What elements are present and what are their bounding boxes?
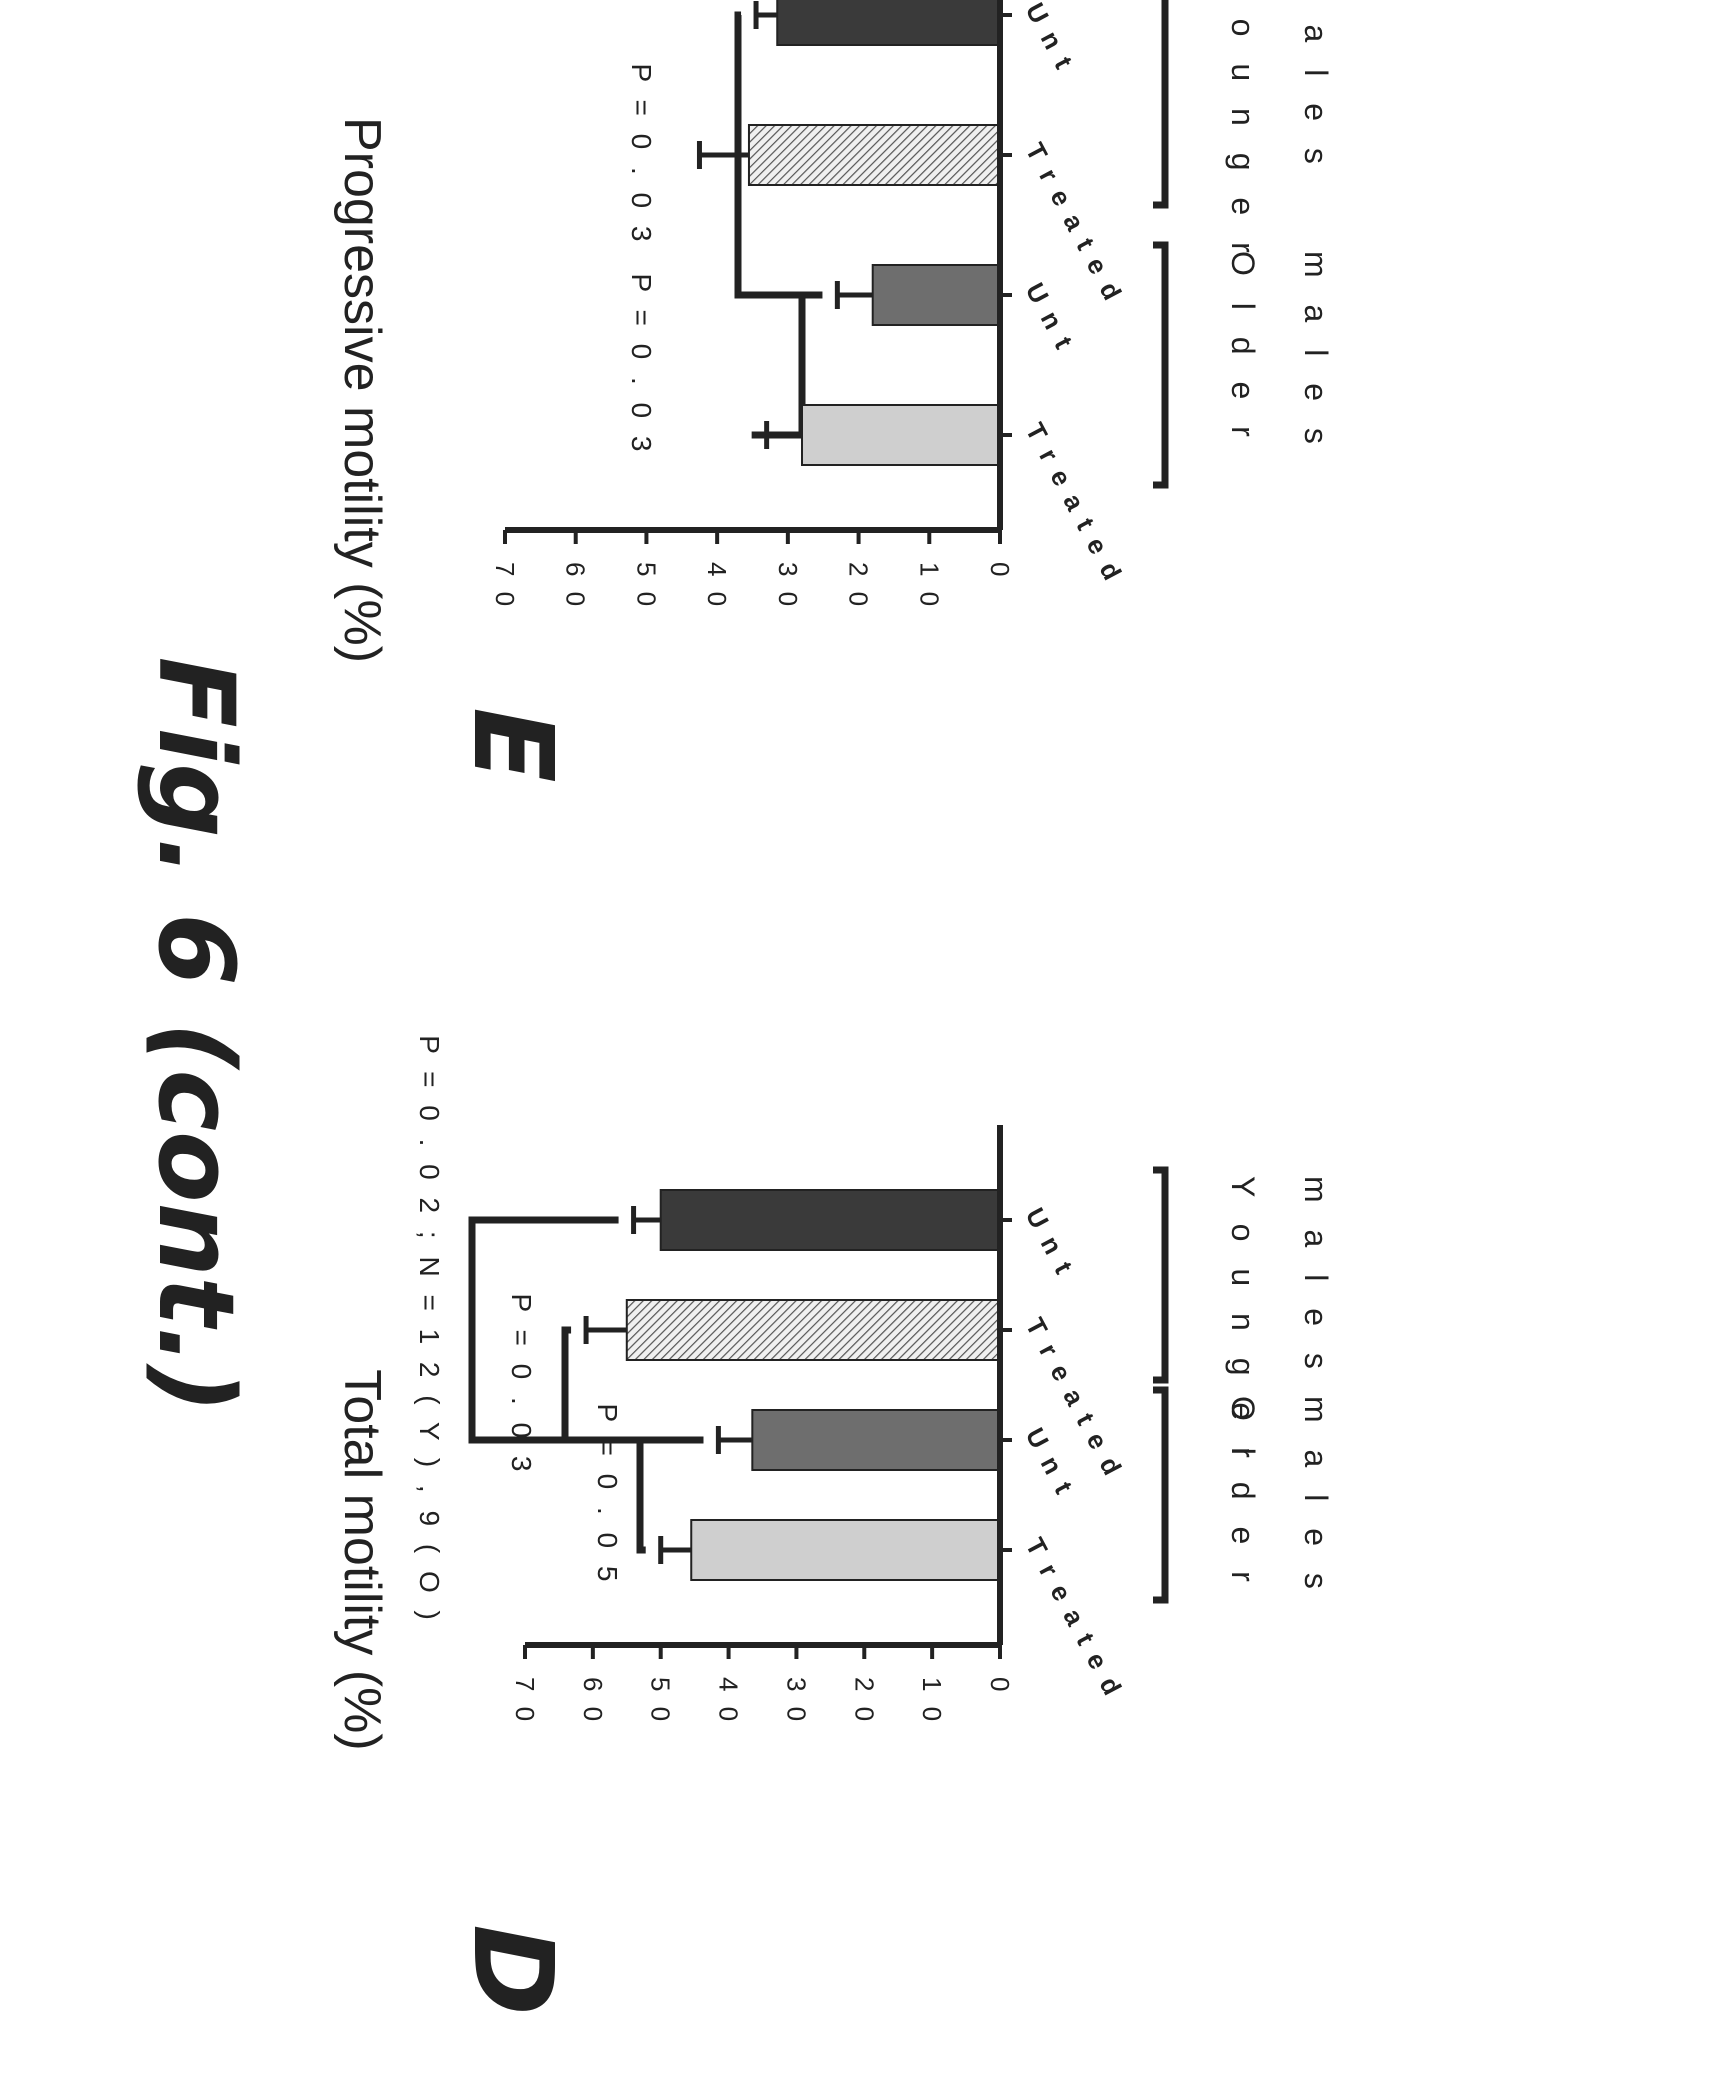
- y-tick-label: 1 0: [914, 562, 944, 610]
- figure-title: Fig. 6 (cont.): [135, 657, 257, 1414]
- y-tick-label: 2 0: [849, 1677, 879, 1725]
- error-bar-2: [583, 1316, 627, 1344]
- bar-4: [801, 404, 1001, 466]
- y-tick-labels: 0 1 0 2 0 3 0 4 0 5 0 6 0 7 0: [510, 1645, 1015, 1725]
- error-bar-1: [753, 1, 778, 29]
- category-label-1: U n t: [1020, 0, 1081, 76]
- y-tick-label: 3 0: [773, 562, 803, 610]
- y-tick-label: 7 0: [510, 1677, 540, 1725]
- axes: [525, 1125, 1012, 1648]
- group-labels: Y o u n g e r m a l e s O l d e r m a l e s: [1153, 0, 1334, 489]
- group-label-2-line2: m a l e s: [1298, 1396, 1334, 1598]
- y-tick-label: 3 0: [781, 1677, 811, 1725]
- group-label-1-line2: m a l e s: [1298, 1176, 1334, 1378]
- group-bracket-2: [1153, 241, 1169, 489]
- category-label-4: T r e a t e d: [1020, 418, 1129, 588]
- category-label-4: T r e a t e d: [1020, 1533, 1129, 1703]
- chart-panel-d: Total motility (%) 0 1 0 2 0 3 0 4 0 5 0 6 0 7 …: [333, 1035, 1334, 1751]
- group-label-1-line2: m a l e s: [1298, 0, 1334, 173]
- error-bar-4: [764, 421, 802, 449]
- y-tick-label: 5 0: [646, 1677, 676, 1725]
- y-tick-label: 4 0: [714, 1677, 744, 1725]
- y-tick-label: 6 0: [561, 562, 591, 610]
- p-value-label-1: P = 0 . 0 3: [626, 64, 657, 247]
- chart-panel-e: Progressive motility (%) 0 1 0 2 0 3 0 4 0 5 …: [333, 0, 1334, 663]
- bars: [583, 1189, 1001, 1581]
- bar-3: [751, 1409, 1001, 1471]
- group-label-1-line1: Y o u n g e r: [1225, 0, 1261, 262]
- bar-3: [871, 264, 1002, 326]
- category-label-3: U n t: [1020, 1423, 1081, 1501]
- p-value-label-2: P = 0 . 0 3: [506, 1294, 537, 1477]
- y-tick-label: 7 0: [490, 562, 520, 610]
- bar-2: [625, 1299, 1001, 1361]
- category-label-1: U n t: [1020, 1203, 1081, 1281]
- p-value-label-1: P = 0 . 0 2 ; N = 1 2 ( Y ) , 9 ( O ): [414, 1035, 445, 1625]
- bar-1: [659, 1189, 1001, 1251]
- group-label-2-line2: m a l e s: [1298, 251, 1334, 453]
- y-tick-labels: 0 1 0 2 0 3 0 4 0 5 0 6 0 7 0: [490, 530, 1015, 610]
- y-tick-label: 0: [985, 562, 1015, 580]
- error-bar-4: [658, 1536, 692, 1564]
- y-axis-label: Progressive motility (%): [333, 117, 391, 663]
- y-tick-label: 5 0: [631, 562, 661, 610]
- group-label-2-line1: O l d e r: [1225, 251, 1261, 446]
- significance-bracket-3: [636, 1436, 704, 1554]
- error-bar-3: [834, 281, 873, 309]
- group-label-1-line1: Y o u n g e r: [1225, 1176, 1261, 1467]
- significance-brackets: P = 0 . 0 2 ; N = 1 2 ( Y ) , 9 ( O ) P =…: [414, 1035, 704, 1625]
- y-tick-label: 4 0: [702, 562, 732, 610]
- y-tick-label: 0: [985, 1677, 1015, 1695]
- category-label-3: U n t: [1020, 278, 1081, 356]
- category-labels: U n tT r e a t e dU n tT r e a t e d: [1020, 1203, 1129, 1703]
- p-value-label-3: P = 0 . 0 5: [592, 1404, 623, 1587]
- y-tick-label: 2 0: [844, 562, 874, 610]
- p-value-label-2: P = 0 . 0 3: [626, 274, 657, 457]
- bar-2: [747, 124, 1002, 186]
- group-labels: Y o u n g e r m a l e s O l d e r m a l e s: [1153, 1166, 1334, 1604]
- bars: [696, 0, 1002, 466]
- category-labels: U n tT r e a t e dU n tT r e a t e d: [1020, 0, 1129, 587]
- error-bar-3: [715, 1426, 753, 1454]
- axes: [505, 0, 1012, 533]
- significance-brackets: P = 0 . 0 3 P = 0 . 0 3: [626, 11, 823, 457]
- significance-bracket-2: [561, 1326, 704, 1444]
- bar-1: [776, 0, 1001, 46]
- group-bracket-2: [1153, 1386, 1169, 1604]
- group-bracket-1: [1153, 1166, 1169, 1384]
- error-bar-2: [696, 141, 749, 169]
- y-axis-label: Total motility (%): [333, 1369, 391, 1750]
- group-label-2-line1: O l d e r: [1225, 1396, 1261, 1591]
- y-tick-label: 6 0: [578, 1677, 608, 1725]
- panel-letter-e: E: [449, 707, 577, 782]
- bar-4: [690, 1519, 1001, 1581]
- y-tick-label: 1 0: [917, 1677, 947, 1725]
- panel-letter-d: D: [449, 1924, 577, 2015]
- error-bar-1: [631, 1206, 661, 1234]
- group-bracket-1: [1153, 0, 1169, 209]
